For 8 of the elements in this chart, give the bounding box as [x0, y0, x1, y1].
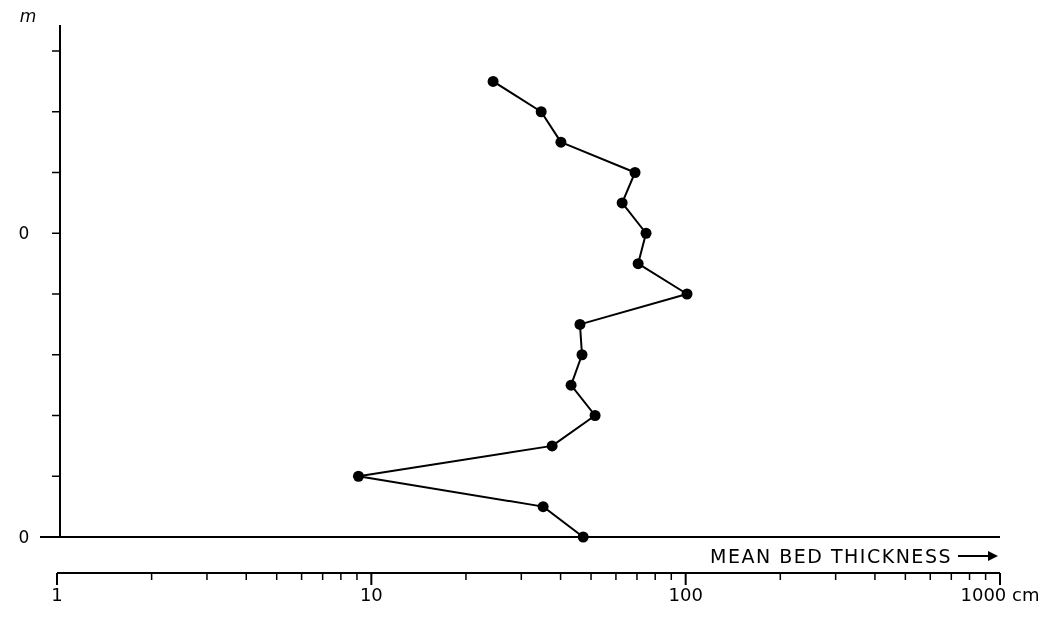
x-tick-label: 100 [668, 584, 703, 605]
y-axis-title: m [19, 6, 37, 26]
x-tick-label: 1 [51, 584, 63, 605]
x-tick-label: 1000 cm [960, 584, 1040, 605]
x-axis-title: MEAN BED THICKNESS [710, 545, 952, 567]
y-tick-label: 0 [18, 223, 30, 244]
y-tick-label: 0 [18, 526, 30, 547]
x-tick-label: 10 [359, 584, 383, 605]
